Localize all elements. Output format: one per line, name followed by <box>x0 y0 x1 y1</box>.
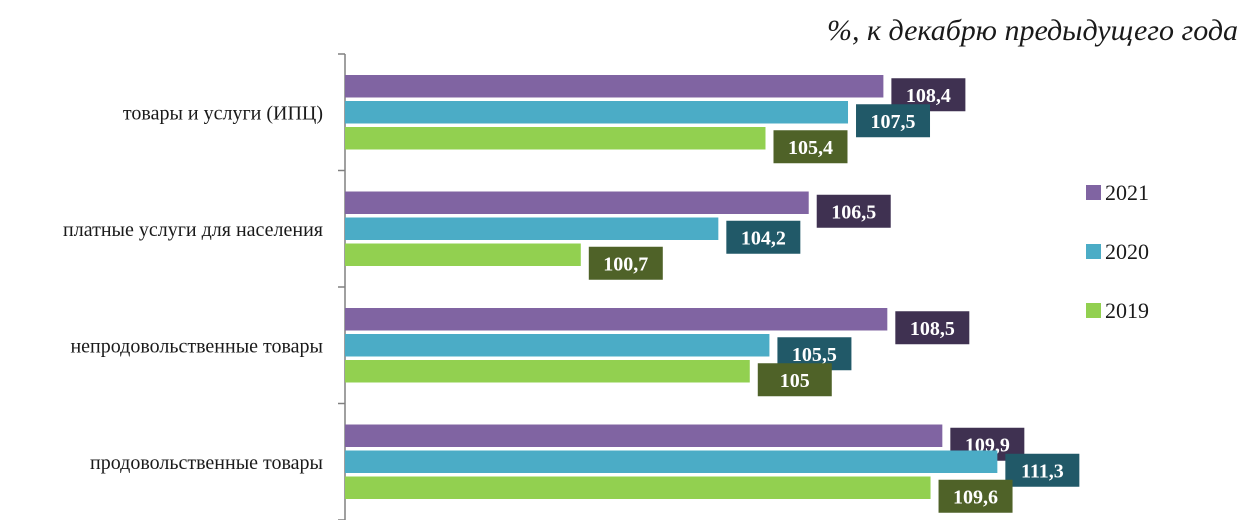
data-label-box <box>1005 453 1080 487</box>
category-label: товары и услуги (ИПЦ) <box>123 102 323 124</box>
data-label: 108,4 <box>906 85 951 107</box>
legend: 2021 2020 2019 <box>1086 180 1149 323</box>
bar-2019 <box>345 127 766 150</box>
data-label: 105,5 <box>792 344 837 366</box>
data-label: 108,5 <box>910 318 955 340</box>
data-label: 111,3 <box>1021 460 1064 482</box>
bar-2021 <box>345 424 943 447</box>
legend-swatch-2020 <box>1086 244 1101 259</box>
data-label-box <box>938 479 1013 513</box>
data-label-box <box>895 311 970 345</box>
data-label-box <box>773 130 848 164</box>
category-axis <box>338 53 346 520</box>
bar-2020 <box>345 334 770 357</box>
data-label-box <box>588 246 663 280</box>
data-label: 106,5 <box>831 201 876 223</box>
bar-2020 <box>345 450 998 473</box>
bar-2019 <box>345 476 931 499</box>
legend-swatch-2019 <box>1086 303 1101 318</box>
category-labels: товары и услуги (ИПЦ) платные услуги для … <box>63 102 323 474</box>
bar-2021 <box>345 75 884 98</box>
bars: 108,4 107,5 105,4 106,5 104,2 100,7 108,5 105,5… <box>345 75 1080 513</box>
data-label-box <box>816 194 891 228</box>
data-label-box <box>856 104 931 138</box>
bar-2021 <box>345 308 888 331</box>
legend-label: 2020 <box>1105 239 1149 264</box>
bar-2020 <box>345 101 849 124</box>
legend-swatch-2021 <box>1086 185 1101 200</box>
data-label: 100,7 <box>603 253 648 275</box>
category-label: непродовольственные товары <box>70 335 323 357</box>
bar-2021 <box>345 191 809 214</box>
data-label: 104,2 <box>741 227 786 249</box>
legend-label: 2021 <box>1105 180 1149 205</box>
legend-label: 2019 <box>1105 298 1149 323</box>
data-label: 107,5 <box>871 111 916 133</box>
data-label: 105,4 <box>788 137 833 159</box>
category-label: продовольственные товары <box>90 452 323 474</box>
data-label-box <box>757 363 832 397</box>
data-label-box <box>726 220 801 254</box>
data-label: 109,6 <box>953 486 998 508</box>
bar-2019 <box>345 360 750 383</box>
data-label: 105 <box>780 370 810 392</box>
bar-2019 <box>345 243 581 266</box>
bar-2020 <box>345 217 719 240</box>
chart-subtitle: %, к декабрю предыдущего года <box>827 14 1238 47</box>
category-label: платные услуги для населения <box>63 219 323 241</box>
